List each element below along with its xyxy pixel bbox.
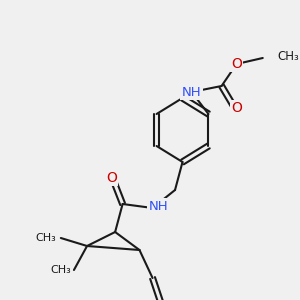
Text: O: O: [231, 101, 242, 115]
Text: O: O: [106, 171, 117, 185]
Text: CH₃: CH₃: [50, 265, 71, 275]
Text: NH: NH: [148, 200, 168, 212]
Text: CH₃: CH₃: [35, 233, 56, 243]
Text: NH: NH: [182, 85, 201, 98]
Text: CH₃: CH₃: [278, 50, 299, 64]
Text: O: O: [231, 57, 242, 71]
